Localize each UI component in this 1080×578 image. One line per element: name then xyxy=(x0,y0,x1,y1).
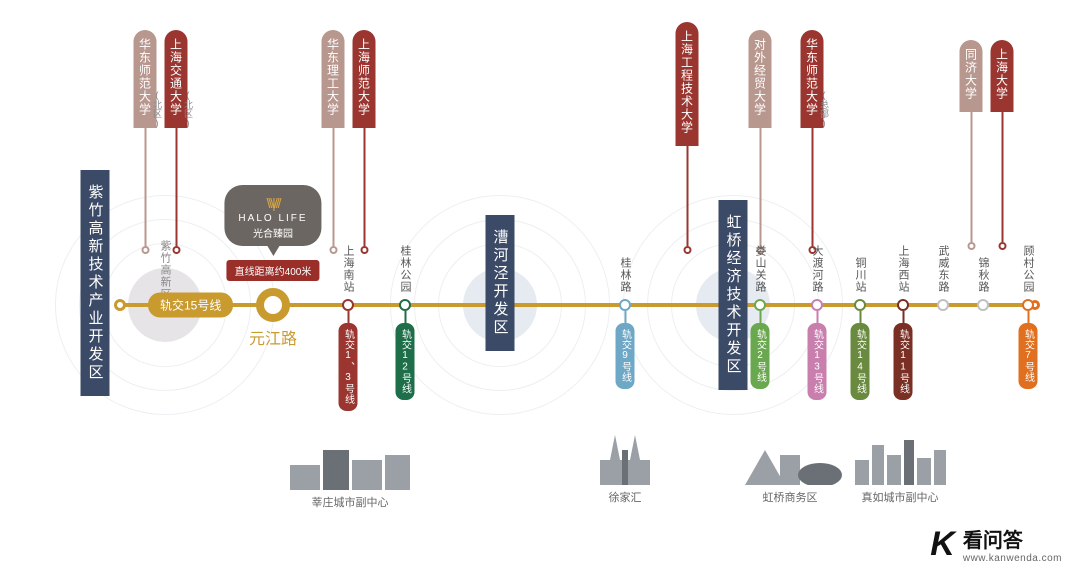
station-dot xyxy=(342,299,354,311)
station-name: 娄山关路 xyxy=(752,245,768,293)
station-name: 锦秋路 xyxy=(975,257,991,293)
station-dot xyxy=(937,299,949,311)
line-end-left xyxy=(114,299,126,311)
station-name: 桂林公园 xyxy=(397,245,413,293)
landmark-caption: 真如城市副中心 xyxy=(850,489,950,505)
pin-stem xyxy=(332,128,334,246)
pin-stem xyxy=(363,128,365,246)
transfer-line-name: 轨交12号线 xyxy=(396,323,415,400)
station-name: 武威东路 xyxy=(935,245,951,293)
watermark-logo: K xyxy=(930,525,955,564)
university-pin: 对外经贸大学 xyxy=(749,30,772,254)
university-pin: 华东师范大学(北区) xyxy=(134,30,157,254)
pin-stem xyxy=(686,146,688,246)
transfer-line-name: 轨交1、3号线 xyxy=(339,323,358,411)
pin-tip xyxy=(360,246,368,254)
pin-stem xyxy=(1001,112,1003,242)
brand-cn: 光合臻园 xyxy=(238,225,307,240)
sun-rays-icon: \\\|/// xyxy=(238,195,307,211)
station-name: 大渡河路 xyxy=(809,245,825,293)
transfer-line-name: 轨交14号线 xyxy=(851,323,870,400)
landmark-caption: 莘庄城市副中心 xyxy=(285,494,415,510)
pin-tip xyxy=(141,246,149,254)
station-dot xyxy=(399,299,411,311)
station-name: 上海南站 xyxy=(340,245,356,293)
pin-label: 对外经贸大学 xyxy=(749,30,772,128)
station-dot xyxy=(977,299,989,311)
pin-sublabel: (北区) xyxy=(151,90,164,128)
pin-label: 华东理工大学 xyxy=(322,30,345,128)
transfer-label: 轨交13号线 xyxy=(808,311,827,400)
pin-tip xyxy=(998,242,1006,250)
watermark-en: www.kanwenda.com xyxy=(963,553,1062,564)
station-dot xyxy=(811,299,823,311)
pin-label: 同济大学 xyxy=(960,40,983,112)
transfer-line-name: 轨交13号线 xyxy=(808,323,827,400)
pin-tip xyxy=(967,242,975,250)
university-pin: 上海工程技术大学 xyxy=(676,22,699,254)
university-pin: 华东师范大学(总部) xyxy=(801,30,824,254)
pin-label: 上海工程技术大学 xyxy=(676,22,699,146)
transfer-label: 轨交14号线 xyxy=(851,311,870,400)
landmark-thumb: 虹桥商务区 xyxy=(735,430,845,505)
station-dot xyxy=(1022,299,1034,311)
line-badge: 轨交15号线 xyxy=(148,293,233,318)
pin-stem xyxy=(144,128,146,246)
station-dot xyxy=(619,299,631,311)
pin-tip xyxy=(683,246,691,254)
transfer-line-name: 轨交11号线 xyxy=(894,323,913,400)
landmark-thumb: 真如城市副中心 xyxy=(850,430,950,505)
zone-band: 虹桥经济技术开发区 xyxy=(719,200,748,390)
transfer-label: 轨交9号线 xyxy=(616,311,635,389)
transfer-line-name: 轨交2号线 xyxy=(751,323,770,389)
station-dot xyxy=(897,299,909,311)
highlight-station xyxy=(256,288,290,322)
transfer-line-name: 轨交7号线 xyxy=(1019,323,1038,389)
property-badge: \\\|/// HALO LIFE光合臻园直线距离约400米 xyxy=(224,185,321,281)
landmark-thumb: 莘庄城市副中心 xyxy=(285,430,415,510)
pin-label: 上海大学 xyxy=(991,40,1014,112)
pin-tip xyxy=(329,246,337,254)
zone-band: 漕河泾开发区 xyxy=(486,215,515,351)
brand-en: HALO LIFE xyxy=(238,213,307,224)
highlight-station-name: 元江路 xyxy=(249,325,297,349)
watermark-cn: 看问答 xyxy=(963,524,1062,553)
pin-stem xyxy=(811,128,813,246)
transfer-label: 轨交11号线 xyxy=(894,311,913,400)
station-name: 桂林路 xyxy=(617,257,633,293)
transfer-label: 轨交1、3号线 xyxy=(339,311,358,411)
pin-sublabel: (总部) xyxy=(818,90,831,128)
transfer-label: 轨交7号线 xyxy=(1019,311,1038,389)
watermark: K 看问答www.kanwenda.com xyxy=(930,524,1062,564)
university-pin: 同济大学 xyxy=(960,40,983,250)
distance-label: 直线距离约400米 xyxy=(227,260,320,281)
station-name: 铜川站 xyxy=(852,257,868,293)
landmark-caption: 徐家汇 xyxy=(580,489,670,505)
pin-stem xyxy=(970,112,972,242)
transfer-line-name: 轨交9号线 xyxy=(616,323,635,389)
university-pin: 上海师范大学 xyxy=(353,30,376,254)
station-dot xyxy=(854,299,866,311)
station-name: 上海西站 xyxy=(895,245,911,293)
pin-tip xyxy=(172,246,180,254)
transfer-label: 轨交12号线 xyxy=(396,311,415,400)
university-pin: 华东理工大学 xyxy=(322,30,345,254)
landmark-caption: 虹桥商务区 xyxy=(735,489,845,505)
zone-band: 紫竹高新技术产业开发区 xyxy=(81,170,110,396)
university-pin: 上海大学 xyxy=(991,40,1014,250)
station-dot xyxy=(754,299,766,311)
station-name: 顾村公园 xyxy=(1020,245,1036,293)
pin-stem xyxy=(759,128,761,246)
pin-stem xyxy=(175,128,177,246)
pin-sublabel: (北区) xyxy=(182,90,195,128)
landmark-thumb: 徐家汇 xyxy=(580,430,670,505)
pin-label: 上海师范大学 xyxy=(353,30,376,128)
transfer-label: 轨交2号线 xyxy=(751,311,770,389)
university-pin: 上海交通大学(北区) xyxy=(165,30,188,254)
